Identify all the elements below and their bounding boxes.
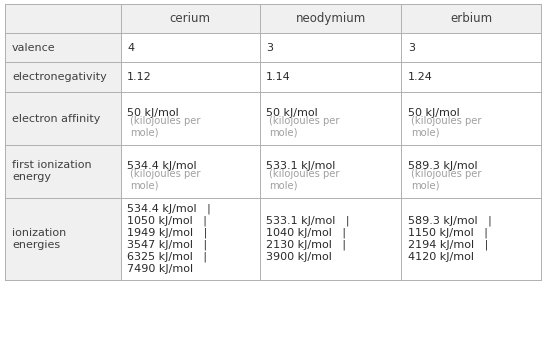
Text: (kilojoules per
mole): (kilojoules per mole) [269, 116, 340, 138]
Text: (kilojoules per
mole): (kilojoules per mole) [269, 169, 340, 191]
Text: 589.3 kJ/mol: 589.3 kJ/mol [408, 161, 478, 171]
Bar [260, 4, 401, 33]
Bar [260, 145, 401, 198]
Bar [401, 145, 541, 198]
Text: 534.4 kJ/mol   |
1050 kJ/mol   |
1949 kJ/mol   |
3547 kJ/mol   |
6325 kJ/mol   |: 534.4 kJ/mol | 1050 kJ/mol | 1949 kJ/mol… [127, 203, 211, 274]
Bar [260, 92, 401, 145]
Bar [121, 4, 260, 33]
Bar [121, 145, 260, 198]
Text: 1.12: 1.12 [127, 72, 152, 82]
Bar [121, 92, 260, 145]
Text: 534.4 kJ/mol: 534.4 kJ/mol [127, 161, 197, 171]
Bar [260, 33, 401, 63]
Text: (kilojoules per
mole): (kilojoules per mole) [130, 116, 200, 138]
Bar [5, 4, 121, 33]
Text: 50 kJ/mol: 50 kJ/mol [266, 108, 318, 118]
Text: 1.14: 1.14 [266, 72, 291, 82]
Text: electron affinity: electron affinity [12, 114, 100, 123]
Text: cerium: cerium [170, 12, 211, 25]
Bar [260, 198, 401, 280]
Bar [401, 92, 541, 145]
Text: 3: 3 [408, 43, 415, 53]
Text: valence: valence [12, 43, 56, 53]
Text: (kilojoules per
mole): (kilojoules per mole) [130, 169, 200, 191]
Bar [121, 63, 260, 92]
Bar [121, 33, 260, 63]
Bar [401, 4, 541, 33]
Text: 589.3 kJ/mol   |
1150 kJ/mol   |
2194 kJ/mol   |
4120 kJ/mol: 589.3 kJ/mol | 1150 kJ/mol | 2194 kJ/mol… [408, 215, 492, 262]
Text: first ionization
energy: first ionization energy [12, 161, 92, 182]
Text: 4: 4 [127, 43, 134, 53]
Text: 533.1 kJ/mol: 533.1 kJ/mol [266, 161, 336, 171]
Text: 3: 3 [266, 43, 273, 53]
Bar [5, 63, 121, 92]
Text: ionization
energies: ionization energies [12, 228, 66, 249]
Bar [5, 198, 121, 280]
Bar [5, 145, 121, 198]
Text: (kilojoules per
mole): (kilojoules per mole) [411, 116, 481, 138]
Text: electronegativity: electronegativity [12, 72, 107, 82]
Bar [5, 92, 121, 145]
Bar [5, 33, 121, 63]
Text: neodymium: neodymium [295, 12, 366, 25]
Text: 533.1 kJ/mol   |
1040 kJ/mol   |
2130 kJ/mol   |
3900 kJ/mol: 533.1 kJ/mol | 1040 kJ/mol | 2130 kJ/mol… [266, 215, 349, 262]
Bar [401, 63, 541, 92]
Text: erbium: erbium [450, 12, 492, 25]
Bar [401, 198, 541, 280]
Text: 1.24: 1.24 [408, 72, 433, 82]
Bar [260, 63, 401, 92]
Text: 50 kJ/mol: 50 kJ/mol [127, 108, 179, 118]
Text: 50 kJ/mol: 50 kJ/mol [408, 108, 460, 118]
Bar [121, 198, 260, 280]
Text: (kilojoules per
mole): (kilojoules per mole) [411, 169, 481, 191]
Bar [401, 33, 541, 63]
